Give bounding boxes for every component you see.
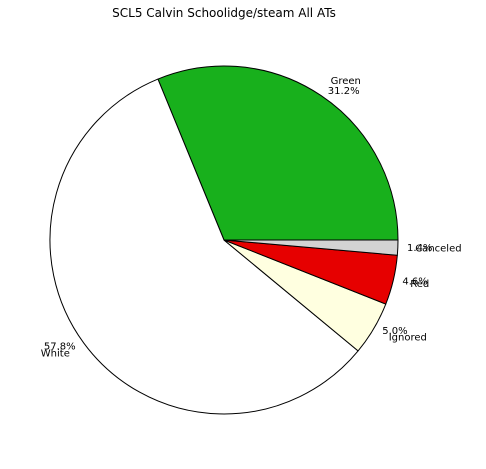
slice-label-canceled: Canceled [415,243,461,254]
pie-slice-canceled [223,239,399,256]
slice-label-white: White [41,348,70,359]
slice-label-red: Red [410,279,429,290]
chart-title: SCL5 Calvin Schoolidge/steam All ATs [112,6,336,20]
slice-pct-ignored: 5.0% [382,326,407,337]
slice-pct-white: 57.8% [44,341,76,352]
slice-pct-canceled: 1.4% [407,243,432,254]
pie-slices [49,65,399,415]
pie-slice-white [49,78,359,415]
slice-label-ignored: Ignored [389,332,427,343]
slice-pct-green: 31.2% [328,86,360,97]
pie-slice-green [157,65,399,241]
slice-label-green: Green [331,76,361,87]
slice-pct-red: 4.6% [402,276,427,287]
